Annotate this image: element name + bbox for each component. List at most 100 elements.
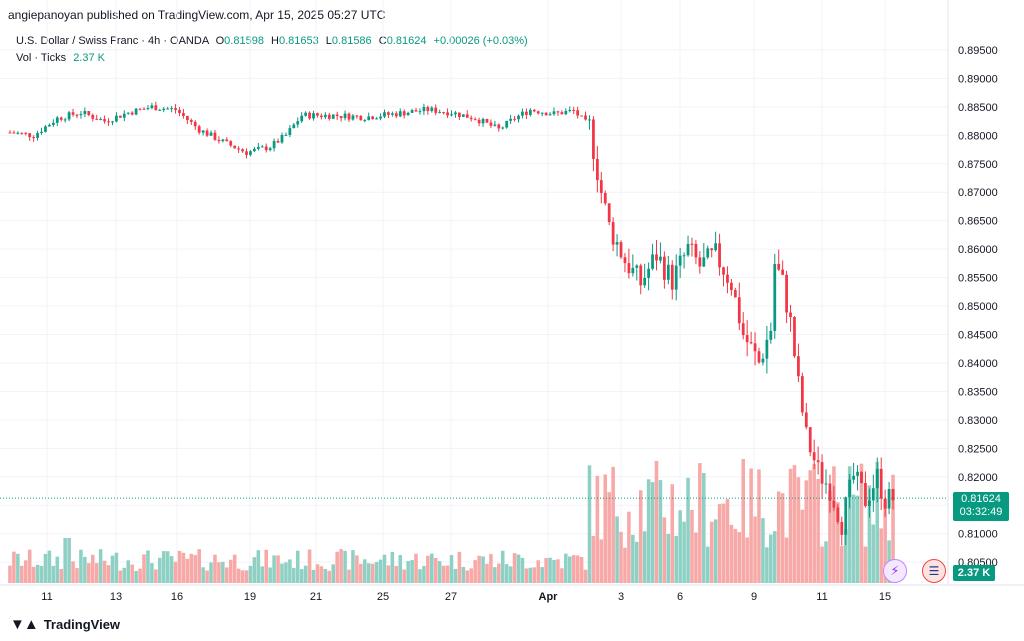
volume-bar (264, 549, 268, 583)
candle-body (308, 112, 311, 119)
flag-icon[interactable]: ☰ (922, 559, 946, 583)
candle-body (891, 489, 895, 501)
volume-bar (445, 565, 450, 583)
volume-bar (142, 554, 146, 583)
volume-bar (122, 567, 127, 583)
open-value: 0.81598 (224, 35, 264, 47)
candle-body (733, 290, 737, 298)
candle-body (726, 274, 729, 283)
candle-body (422, 106, 426, 112)
volume-bar (83, 556, 87, 583)
volume-bar (465, 570, 470, 583)
candle-body (150, 105, 154, 109)
volume-bar (705, 546, 710, 583)
candle-body (856, 471, 859, 476)
volume-bar (627, 511, 631, 583)
candle-body (166, 108, 170, 110)
volume-row: Vol · Ticks 2.37 K (16, 50, 528, 67)
volume-bar (875, 461, 880, 583)
volume-bar (820, 546, 824, 583)
volume-bar (394, 566, 399, 583)
time-tick: 16 (171, 591, 183, 603)
candle-body (800, 376, 804, 413)
volume-bar (745, 537, 749, 583)
candle-body (40, 131, 43, 133)
volume-bar (67, 538, 71, 583)
volume-bar (824, 541, 828, 583)
volume-bar (280, 563, 284, 583)
candle-body (505, 120, 509, 128)
candle-body (599, 180, 603, 193)
candle-body (414, 110, 418, 112)
candle-body (8, 132, 12, 134)
volume-bar (631, 534, 635, 583)
candle-body (552, 111, 556, 115)
volume-bar (843, 529, 848, 583)
time-tick: 21 (310, 591, 322, 603)
candle-body (359, 115, 363, 121)
volume-bar (457, 551, 462, 583)
candle-body (749, 342, 753, 344)
time-tick: 3 (618, 591, 624, 603)
candle-body (871, 488, 875, 501)
candle-body (607, 203, 611, 223)
candle-body (320, 115, 323, 118)
volume-bar (800, 509, 805, 583)
candle-body (580, 115, 583, 117)
candle-body (836, 507, 840, 522)
candle-body (201, 130, 205, 133)
last-price-badge: 0.81624 03:32:49 (953, 492, 1009, 521)
time-tick: 11 (816, 591, 827, 603)
candle-body (777, 263, 781, 270)
candle-body (387, 112, 390, 115)
candle-body (544, 112, 548, 116)
brand-name: TradingView (43, 617, 121, 632)
symbol-legend: U.S. Dollar / Swiss Franc · 4h · OANDA O… (16, 33, 528, 67)
volume-bar (51, 565, 56, 583)
candle-body (316, 113, 319, 116)
volume-bar (351, 550, 355, 583)
candle-body (237, 148, 240, 150)
candle-body (698, 257, 702, 267)
volume-bar (362, 559, 367, 583)
volume-bar (832, 466, 836, 583)
bolt-icon[interactable]: ⚡ (883, 559, 907, 583)
candle-body (741, 323, 745, 336)
candle-body (304, 112, 308, 116)
candle-body (525, 111, 528, 115)
volume-bar (256, 550, 261, 583)
time-axis: 11 13 16 19 21 25 27 Apr 3 6 9 11 15 (41, 591, 891, 603)
volume-bar (71, 561, 75, 583)
high-value: 0.81653 (278, 35, 319, 47)
footer-brand[interactable]: ▼▲ TradingView (10, 616, 120, 633)
volume-bar (20, 565, 24, 583)
candle-body (497, 124, 501, 129)
candle-body (536, 111, 540, 114)
candle-body (753, 343, 757, 352)
price-tick: 0.83000 (958, 415, 998, 427)
candle-body (142, 108, 146, 110)
candle-body (706, 248, 710, 258)
candle-body (280, 134, 284, 143)
volume-bar (410, 560, 414, 583)
volume-bar (150, 563, 154, 583)
candle-body (473, 119, 477, 121)
volume-bar (721, 503, 726, 583)
volume-bar (638, 490, 643, 583)
low-value: 0.81586 (331, 35, 372, 47)
candle-body (118, 115, 122, 118)
volume-bar (225, 567, 229, 583)
volume-bar (702, 473, 706, 583)
volume-bar (165, 551, 170, 583)
candle-body (300, 115, 304, 122)
candle-body (461, 114, 465, 117)
candle-body (312, 113, 315, 119)
candle-body (241, 149, 244, 152)
candle-body (229, 141, 233, 146)
volume-bar (213, 554, 217, 583)
volume-bar (796, 477, 801, 583)
volume-bar (252, 557, 257, 583)
volume-bar (299, 569, 304, 583)
volume-bar (816, 478, 820, 583)
